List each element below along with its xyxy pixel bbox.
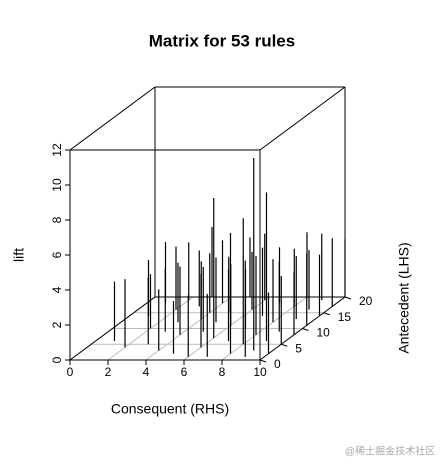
z-axis-label: lift xyxy=(11,248,27,262)
y-tick-label: 5 xyxy=(295,341,302,355)
x-tick-label: 8 xyxy=(219,365,226,379)
y-tick xyxy=(323,312,330,316)
watermark: @稀土掘金技术社区 xyxy=(345,445,435,458)
box-edge xyxy=(259,86,346,151)
z-tick-label: 12 xyxy=(50,143,64,157)
y-tick xyxy=(344,296,352,300)
y-tick-label: 15 xyxy=(338,310,352,324)
y-tick-label: 10 xyxy=(317,326,331,340)
y-axis-label: Antecedent (LHS) xyxy=(396,242,412,353)
z-tick-label: 8 xyxy=(50,216,64,223)
x-tick-label: 2 xyxy=(105,365,112,379)
x-tick-label: 0 xyxy=(67,365,74,379)
y-tick-label: 20 xyxy=(359,294,373,308)
box-edge xyxy=(69,86,156,151)
y-tick xyxy=(259,359,267,363)
y-tick xyxy=(302,328,309,331)
y-tick xyxy=(281,343,288,347)
y-tick-label: 0 xyxy=(274,357,281,371)
box-edge xyxy=(69,296,156,361)
x-tick-label: 6 xyxy=(181,365,188,379)
x-axis-label: Consequent (RHS) xyxy=(111,401,229,417)
x-tick-label: 10 xyxy=(253,365,267,379)
chart-title: Matrix for 53 rules xyxy=(149,31,295,50)
z-tick-label: 6 xyxy=(50,251,64,258)
z-tick-label: 0 xyxy=(50,356,64,363)
z-tick-label: 10 xyxy=(50,178,64,192)
z-tick-label: 4 xyxy=(50,286,64,293)
z-tick-label: 2 xyxy=(50,321,64,328)
x-tick-label: 4 xyxy=(143,365,150,379)
